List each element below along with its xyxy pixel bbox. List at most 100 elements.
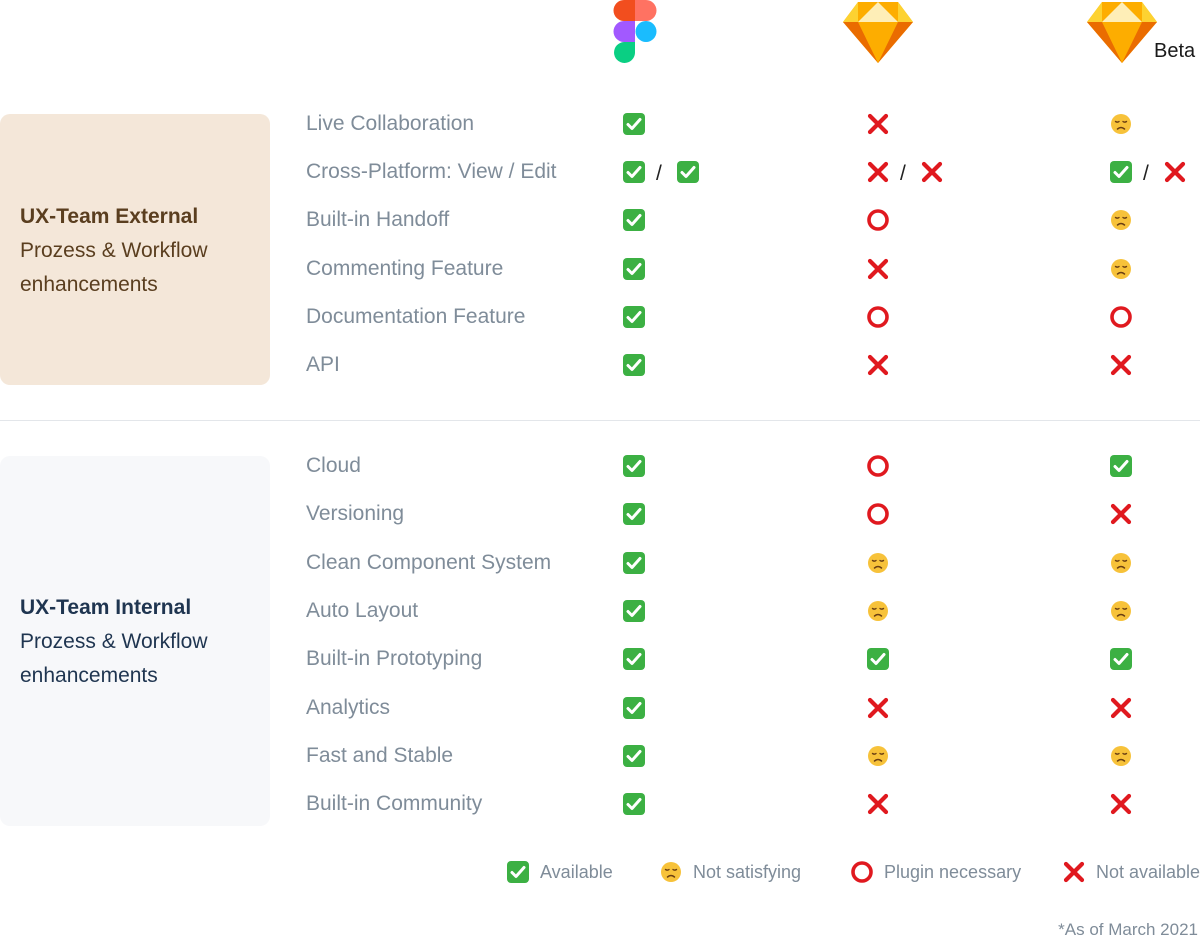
table-row: Commenting Feature <box>0 255 1200 295</box>
available-icon <box>676 160 700 189</box>
available-icon <box>506 860 530 889</box>
status-cell <box>866 500 966 540</box>
status-cell <box>622 255 722 295</box>
legend-label: Not satisfying <box>693 862 802 882</box>
not-satisfying-icon <box>866 744 890 773</box>
status-cell <box>622 500 722 540</box>
status-cell <box>622 351 722 391</box>
table-row: Analytics <box>0 694 1200 734</box>
available-icon <box>622 112 646 141</box>
not-satisfying-icon <box>866 599 890 628</box>
feature-label: Documentation Feature <box>306 305 526 328</box>
section-title-internal: UX-Team Internal Prozess & Workflow enha… <box>20 591 260 693</box>
available-icon <box>622 353 646 382</box>
status-cell <box>622 110 722 150</box>
plugin-necessary-icon <box>866 502 890 531</box>
not-available-icon <box>1109 696 1133 725</box>
available-icon <box>622 502 646 531</box>
table-row: Cross-Platform: View / Edit / / / <box>0 158 1200 198</box>
section-title-external: UX-Team External Prozess & Workflow enha… <box>20 200 260 302</box>
table-row: Live Collaboration <box>0 110 1200 150</box>
status-cell <box>1109 206 1200 246</box>
available-icon <box>622 208 646 237</box>
status-cell <box>1109 110 1200 150</box>
feature-label: Cross-Platform: View / Edit <box>306 160 557 183</box>
status-cell <box>622 452 722 492</box>
section-divider <box>0 420 1200 421</box>
status-cell <box>866 549 966 589</box>
not-available-icon <box>1109 502 1133 531</box>
feature-label: Fast and Stable <box>306 744 454 767</box>
feature-label: Analytics <box>306 696 391 719</box>
not-satisfying-icon <box>1109 744 1133 773</box>
status-cell <box>1109 790 1200 830</box>
table-row: Built-in Handoff <box>0 206 1200 246</box>
status-cell <box>1109 694 1200 734</box>
not-available-icon <box>866 257 890 286</box>
status-cell <box>1109 452 1200 492</box>
available-icon <box>1109 454 1133 483</box>
status-cell <box>866 303 966 343</box>
not-available-icon <box>1109 353 1133 382</box>
not-satisfying-icon <box>1109 112 1133 141</box>
status-cell <box>1109 351 1200 391</box>
beta-label: Beta <box>1154 40 1196 62</box>
status-cell <box>622 206 722 246</box>
status-cell <box>1109 255 1200 295</box>
available-icon <box>622 792 646 821</box>
separator-slash: / <box>1143 162 1149 185</box>
plugin-necessary-icon <box>866 305 890 334</box>
section-heading: UX-Team External <box>20 205 199 228</box>
status-cell <box>866 110 966 150</box>
not-available-icon <box>866 112 890 141</box>
status-cell <box>866 742 966 782</box>
table-row: Fast and Stable <box>0 742 1200 782</box>
feature-label: Built-in Community <box>306 792 483 815</box>
not-satisfying-icon <box>1109 208 1133 237</box>
status-cell <box>866 694 966 734</box>
available-icon <box>1109 647 1133 676</box>
available-icon <box>866 647 890 676</box>
available-icon <box>1109 160 1133 189</box>
feature-label: Built-in Handoff <box>306 208 450 231</box>
status-cell <box>1109 500 1200 540</box>
status-cell <box>1109 549 1200 589</box>
available-icon <box>622 647 646 676</box>
not-available-icon <box>920 160 944 189</box>
section-heading: UX-Team Internal <box>20 596 192 619</box>
available-icon <box>622 599 646 628</box>
not-satisfying-icon <box>1109 599 1133 628</box>
status-cell <box>866 452 966 492</box>
footnote: *As of March 2021 <box>1058 920 1198 939</box>
not-available-icon <box>1163 160 1187 189</box>
not-satisfying-icon <box>866 551 890 580</box>
table-row: Documentation Feature <box>0 303 1200 343</box>
not-available-icon <box>1062 860 1086 889</box>
feature-label: Live Collaboration <box>306 112 475 135</box>
sketch-logo-icon <box>843 2 913 63</box>
status-cell <box>1109 303 1200 343</box>
not-satisfying-icon <box>1109 257 1133 286</box>
feature-label: Versioning <box>306 502 405 525</box>
status-cell <box>622 790 722 830</box>
status-cell: / <box>622 158 722 198</box>
status-cell <box>622 742 722 782</box>
available-icon <box>622 551 646 580</box>
available-icon <box>622 744 646 773</box>
status-cell <box>1109 597 1200 637</box>
separator-slash: / <box>900 162 906 185</box>
plugin-necessary-icon <box>866 454 890 483</box>
table-row: Cloud <box>0 452 1200 492</box>
status-cell <box>622 694 722 734</box>
table-row: Auto Layout <box>0 597 1200 637</box>
section-box-external <box>0 114 270 385</box>
status-cell <box>622 597 722 637</box>
not-available-icon <box>866 792 890 821</box>
available-icon <box>622 454 646 483</box>
not-satisfying-icon <box>1109 551 1133 580</box>
feature-label: Commenting Feature <box>306 257 504 280</box>
status-cell <box>866 790 966 830</box>
available-icon <box>622 257 646 286</box>
status-cell <box>622 645 722 685</box>
status-cell: / <box>866 158 966 198</box>
